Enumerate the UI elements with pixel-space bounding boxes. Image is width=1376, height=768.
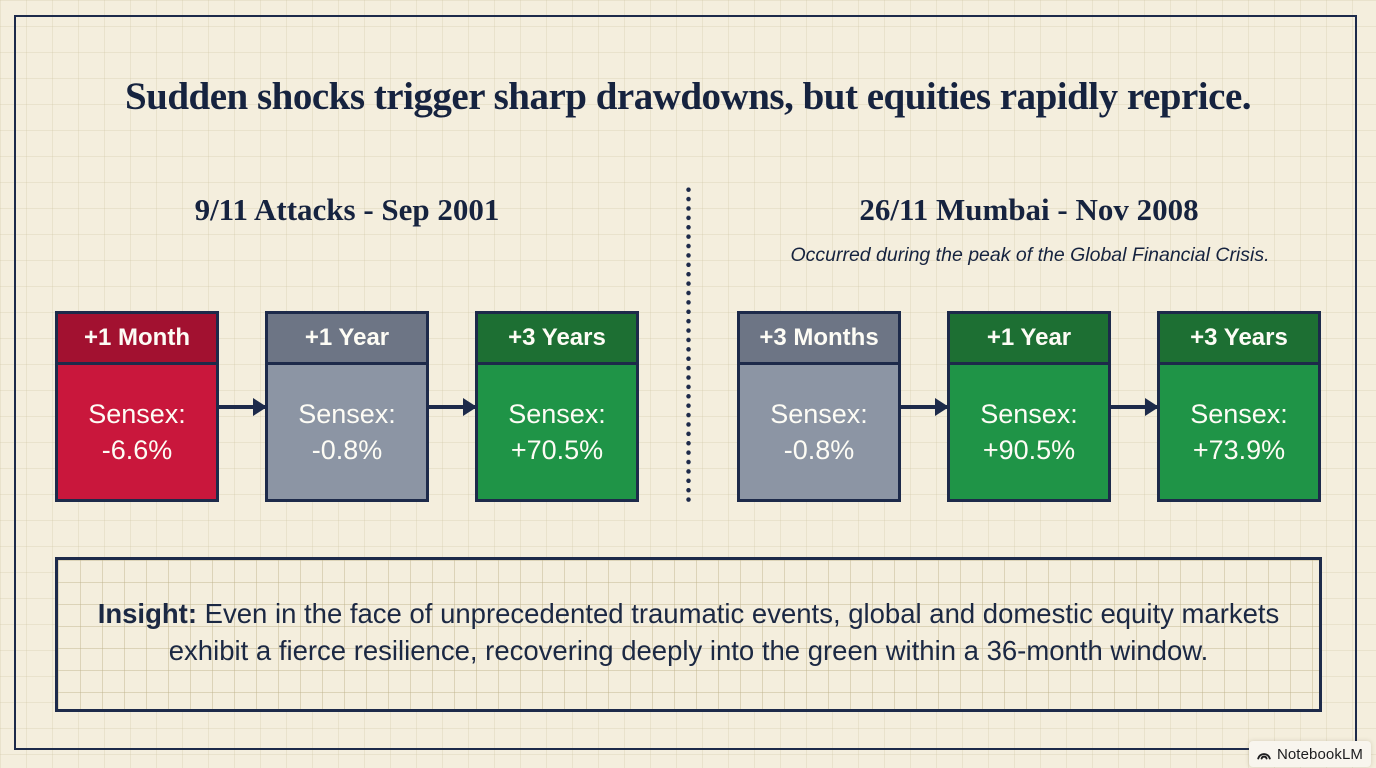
flow-box-period: +1 Year (268, 314, 426, 365)
flow-box: +3 Years Sensex: +73.9% (1157, 311, 1321, 502)
dotted-divider (686, 185, 691, 503)
arrow-right-icon (429, 397, 477, 416)
flow-box-body: Sensex: +73.9% (1160, 365, 1318, 499)
notebooklm-logo-text: NotebookLM (1276, 745, 1363, 763)
flow-box-body: Sensex: +70.5% (478, 365, 636, 499)
flow-box-value: -0.8% (783, 435, 855, 465)
flow-box: +1 Month Sensex: -6.6% (55, 311, 219, 502)
flow-box-label: Sensex: (770, 398, 868, 429)
flow-box-value: -6.6% (101, 435, 173, 465)
flow-box-body: Sensex: -6.6% (58, 365, 216, 499)
flow-box-value: +90.5% (982, 435, 1076, 465)
flow-box-label: Sensex: (1190, 398, 1288, 429)
section-heading-2611: 26/11 Mumbai - Nov 2008 (859, 192, 1199, 227)
flow-box: +1 Year Sensex: -0.8% (265, 311, 429, 502)
insight-label: Insight: (97, 597, 197, 629)
flow-box-period: +3 Years (478, 314, 636, 365)
insight-body: Even in the face of unprecedented trauma… (168, 597, 1280, 666)
insight-text: Insight: Even in the face of unprecedent… (92, 596, 1285, 670)
arrow-right-icon (1111, 397, 1159, 416)
flow-box-body: Sensex: -0.8% (268, 365, 426, 499)
flow-box-body: Sensex: +90.5% (950, 365, 1108, 499)
flow-box-value: -0.8% (311, 435, 383, 465)
notebooklm-logo-icon (1257, 753, 1271, 760)
flow-box-period: +1 Month (58, 314, 216, 365)
flow-box-body: Sensex: -0.8% (740, 365, 898, 499)
timeline-911: +1 Month Sensex: -6.6% +1 Year Sensex: -… (55, 311, 639, 502)
flow-box-value: +70.5% (510, 435, 604, 465)
flow-box-period: +3 Years (1160, 314, 1318, 365)
flow-box-label: Sensex: (298, 398, 396, 429)
flow-box: +3 Years Sensex: +70.5% (475, 311, 639, 502)
flow-box-period: +1 Year (950, 314, 1108, 365)
insight-callout: Insight: Even in the face of unprecedent… (55, 557, 1322, 712)
section-heading-911: 9/11 Attacks - Sep 2001 (194, 192, 500, 227)
flow-box-label: Sensex: (508, 398, 606, 429)
flow-box-period: +3 Months (740, 314, 898, 365)
arrow-right-icon (219, 397, 267, 416)
page-title: Sudden shocks trigger sharp drawdowns, b… (124, 75, 1252, 118)
timeline-2611: +3 Months Sensex: -0.8% +1 Year Sensex: … (737, 311, 1321, 502)
flow-box-value: +73.9% (1192, 435, 1286, 465)
flow-box-label: Sensex: (88, 398, 186, 429)
flow-box-label: Sensex: (980, 398, 1078, 429)
flow-box: +1 Year Sensex: +90.5% (947, 311, 1111, 502)
arrow-right-icon (901, 397, 949, 416)
notebooklm-badge: NotebookLM (1248, 741, 1371, 767)
section-subtitle-2611: Occurred during the peak of the Global F… (790, 244, 1270, 266)
flow-box: +3 Months Sensex: -0.8% (737, 311, 901, 502)
